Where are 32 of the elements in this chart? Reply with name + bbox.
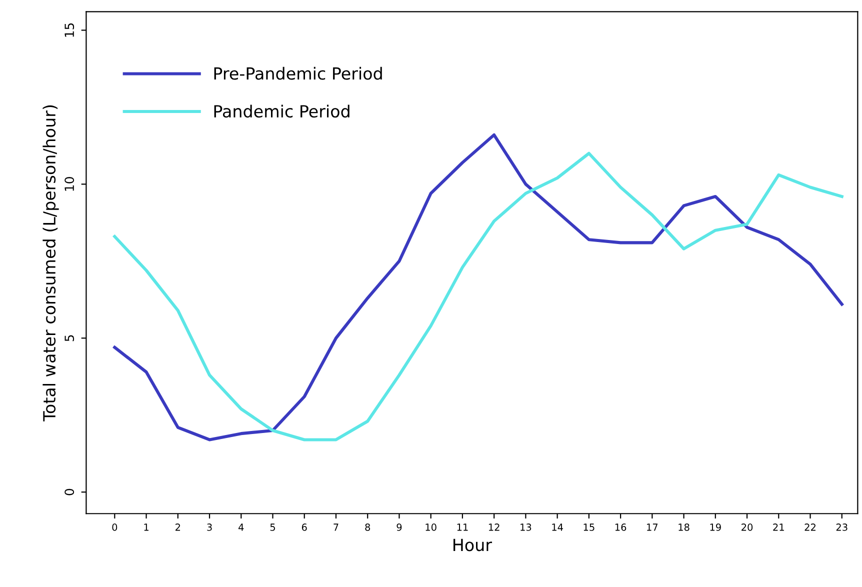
legend-label: Pandemic Period [214,104,350,118]
x-tick-label: 17 [647,524,658,531]
x-tick-label: 3 [207,524,212,531]
y-tick-label: 5 [64,335,74,342]
x-tick-label: 11 [457,524,468,531]
x-tick-label: 0 [112,524,118,531]
x-tick-label: 12 [488,524,500,531]
y-tick-label: 0 [64,488,74,496]
x-tick-label: 23 [836,524,848,531]
x-tick-label: 18 [678,524,690,531]
y-tick-label: 10 [64,177,74,191]
x-tick-label: 1 [144,524,148,531]
legend-label: Pre-Pandemic Period [214,66,382,80]
x-tick-label: 9 [396,524,402,531]
x-tick-label: 13 [520,524,532,531]
x-tick-label: 10 [426,524,436,531]
x-tick-label: 6 [302,524,307,531]
x-axis-title: Hour [454,538,492,552]
y-tick-label: 15 [64,23,74,37]
x-tick-label: 7 [334,524,338,531]
x-tick-label: 4 [238,524,244,531]
y-axis-title: Total water consumed (L/person/hour) [42,105,59,422]
x-tick-label: 5 [270,524,275,531]
x-tick-label: 21 [773,524,784,531]
x-tick-label: 16 [615,524,626,531]
x-tick-label: 19 [710,524,721,531]
x-tick-label: 15 [584,524,594,531]
x-tick-label: 2 [176,524,180,531]
x-tick-label: 8 [365,524,370,531]
x-tick-label: 20 [742,524,753,531]
x-tick-label: 14 [552,524,563,531]
x-tick-label: 22 [804,524,816,531]
